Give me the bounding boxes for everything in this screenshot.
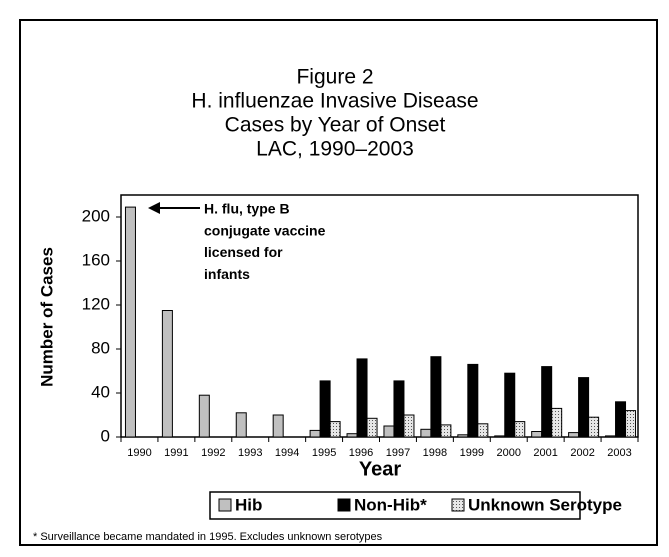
bar bbox=[161, 310, 173, 438]
bar bbox=[420, 428, 432, 438]
bar bbox=[541, 366, 553, 438]
x-tick-label: 1990 bbox=[127, 447, 151, 459]
bar bbox=[403, 414, 415, 438]
bar bbox=[615, 401, 627, 438]
x-tick-label: 1997 bbox=[386, 447, 410, 459]
bar bbox=[393, 380, 405, 438]
x-tick-label: 1998 bbox=[423, 447, 447, 459]
chart-title: H. influenzae Invasive Disease bbox=[191, 90, 478, 113]
chart-title: Figure 2 bbox=[296, 66, 373, 89]
bar bbox=[494, 435, 506, 438]
bar bbox=[625, 410, 637, 438]
legend-swatch bbox=[337, 498, 351, 512]
bar bbox=[383, 425, 395, 438]
legend-label: Hib bbox=[235, 495, 262, 514]
annotation: conjugate vaccine bbox=[204, 222, 326, 238]
x-tick-label: 1999 bbox=[460, 447, 484, 459]
legend-swatch bbox=[451, 498, 465, 512]
x-tick-label: 2000 bbox=[497, 447, 521, 459]
bar bbox=[366, 417, 378, 438]
x-tick-label: 2001 bbox=[533, 447, 557, 459]
x-tick-label: 1993 bbox=[238, 447, 262, 459]
x-tick-label: 2003 bbox=[607, 447, 631, 459]
plot-area bbox=[120, 194, 639, 438]
legend-label: Unknown Serotype bbox=[468, 495, 622, 514]
chart-title: LAC, 1990–2003 bbox=[256, 138, 414, 161]
chart-title: Cases by Year of Onset bbox=[225, 114, 446, 137]
bar bbox=[467, 363, 479, 438]
bar bbox=[235, 412, 247, 438]
y-tick-label: 120 bbox=[82, 294, 110, 313]
bar bbox=[551, 407, 563, 438]
bar bbox=[124, 206, 136, 438]
bar bbox=[309, 429, 321, 438]
bar bbox=[272, 414, 284, 438]
frame bbox=[19, 19, 658, 546]
bar bbox=[346, 433, 358, 438]
y-axis-label: Number of Cases bbox=[37, 247, 56, 387]
x-tick-label: 1991 bbox=[164, 447, 188, 459]
bar bbox=[568, 432, 580, 438]
bar bbox=[319, 380, 331, 438]
bar bbox=[477, 423, 489, 438]
annotation: infants bbox=[204, 266, 250, 282]
bar bbox=[457, 434, 469, 438]
legend-label: Non-Hib* bbox=[354, 495, 427, 514]
y-tick-label: 80 bbox=[91, 338, 110, 357]
legend-swatch bbox=[218, 498, 232, 512]
x-tick-label: 1994 bbox=[275, 447, 299, 459]
bar bbox=[578, 377, 590, 438]
x-axis-label: Year bbox=[359, 458, 401, 480]
y-tick-label: 40 bbox=[91, 382, 110, 401]
y-tick-label: 0 bbox=[101, 426, 110, 445]
annotation: licensed for bbox=[204, 244, 283, 260]
bar bbox=[198, 394, 210, 438]
bar bbox=[605, 435, 617, 438]
bar bbox=[514, 421, 526, 438]
y-tick-label: 160 bbox=[82, 250, 110, 269]
bar bbox=[588, 416, 600, 438]
annotation: H. flu, type B bbox=[204, 201, 290, 217]
bar bbox=[440, 424, 452, 438]
footnote: * Surveillance became mandated in 1995. … bbox=[33, 531, 383, 543]
bar bbox=[356, 358, 368, 438]
bar bbox=[329, 421, 341, 438]
y-tick-label: 200 bbox=[82, 206, 110, 225]
x-tick-label: 1995 bbox=[312, 447, 336, 459]
x-tick-label: 1992 bbox=[201, 447, 225, 459]
bar bbox=[430, 356, 442, 438]
bar bbox=[531, 431, 543, 438]
x-tick-label: 2002 bbox=[570, 447, 594, 459]
legend bbox=[209, 491, 581, 520]
x-tick-label: 1996 bbox=[349, 447, 373, 459]
annotation-arrowhead bbox=[148, 202, 160, 214]
bar bbox=[504, 372, 516, 438]
